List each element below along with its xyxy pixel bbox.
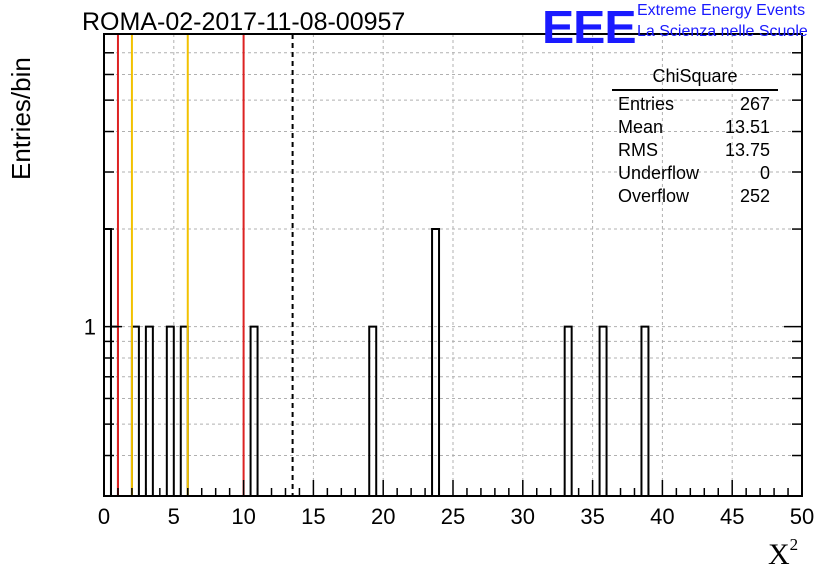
stats-box-title: ChiSquare <box>612 66 778 91</box>
x-tick-label: 35 <box>580 504 604 529</box>
x-tick-label: 30 <box>511 504 535 529</box>
stats-value: 267 <box>739 94 770 114</box>
stats-row: Mean 13.51 <box>612 116 778 139</box>
stats-value: 13.51 <box>724 117 770 137</box>
histogram-bar <box>109 325 119 496</box>
histogram-bar <box>368 325 378 496</box>
x-tick-label: 25 <box>441 504 465 529</box>
histogram-bar <box>598 325 608 496</box>
y-axis-label: Entries/bin <box>6 57 36 180</box>
histogram-bar <box>144 325 154 496</box>
x-tick-label: 40 <box>650 504 674 529</box>
brand-line-2: La Scienza nelle Scuole <box>637 23 808 40</box>
brand-line-1: Extreme Energy Events <box>637 2 806 19</box>
histogram-bar <box>563 325 573 496</box>
stats-value: 0 <box>759 163 770 183</box>
histogram-bar <box>165 325 175 496</box>
stats-label: Entries <box>618 94 675 114</box>
stats-value: 252 <box>739 186 770 206</box>
eee-logo: EEE <box>542 1 637 53</box>
x-tick-label: 50 <box>790 504 814 529</box>
stats-label: Underflow <box>618 163 700 183</box>
x-tick-label: 45 <box>720 504 744 529</box>
stats-label: Overflow <box>618 186 690 206</box>
stats-row: RMS 13.75 <box>612 139 778 162</box>
x-axis-label: X2 <box>768 535 798 572</box>
x-tick-label: 20 <box>371 504 395 529</box>
x-tick-label: 10 <box>231 504 255 529</box>
x-axis-label-base: X <box>768 538 790 571</box>
x-tick-label: 5 <box>168 504 180 529</box>
stats-label: RMS <box>618 140 658 160</box>
chart-title: ROMA-02-2017-11-08-00957 <box>82 8 406 36</box>
y-tick-label: 1 <box>84 315 96 340</box>
stats-row: Entries 267 <box>612 93 778 116</box>
x-tick-label: 0 <box>98 504 110 529</box>
histogram-bar <box>640 325 650 496</box>
histogram-bar <box>130 325 140 496</box>
stats-row: Overflow 252 <box>612 185 778 208</box>
stats-row: Underflow 0 <box>612 162 778 185</box>
histogram-bar <box>431 228 441 496</box>
stats-label: Mean <box>618 117 664 137</box>
histogram-bar <box>179 325 189 496</box>
x-tick-label: 15 <box>301 504 325 529</box>
x-axis-label-superscript: 2 <box>789 535 799 554</box>
stats-box: ChiSquare Entries 267 Mean 13.51 RMS 13.75 … <box>612 66 778 208</box>
stats-value: 13.75 <box>724 140 770 160</box>
histogram-bar <box>249 325 259 496</box>
